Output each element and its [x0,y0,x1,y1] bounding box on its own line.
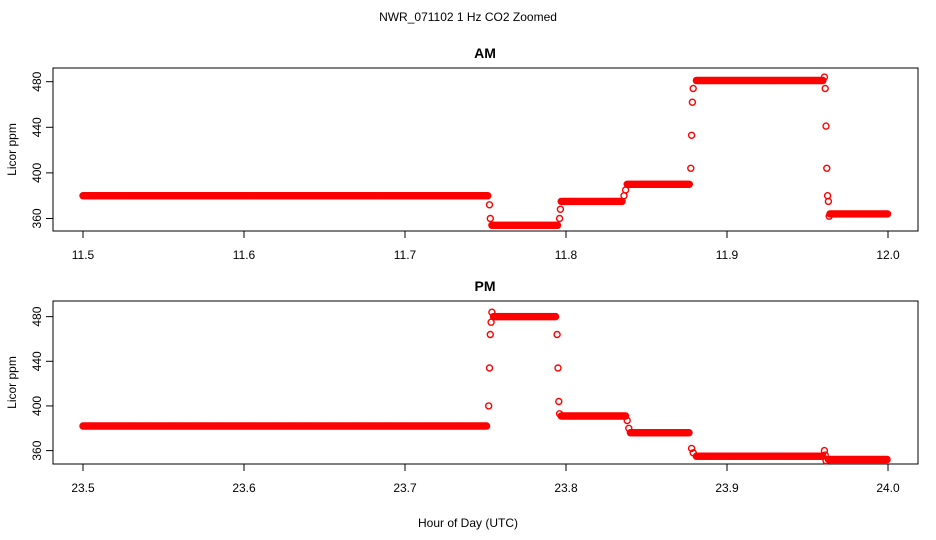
pm-x-tick-label: 23.7 [393,481,417,495]
pm-data-point [687,444,696,453]
am-data-point [687,164,695,173]
pm-data-point [621,412,630,420]
am-x-tick-label: 12.0 [876,248,900,262]
pm-data-point [555,397,563,406]
am-data-point [819,76,827,85]
pm-data-point [482,422,491,430]
pm-data-point [555,410,564,418]
am-x-tick-label: 11.8 [555,248,578,262]
am-data-point [822,122,830,130]
am-x-tick-label: 11.9 [716,248,739,262]
am-panel-title: AM [474,45,496,61]
pm-data-point [685,429,693,437]
pm-x-tick-label: 23.5 [71,481,95,495]
am-panel: AM Licor ppm 11.5 11.6 11.7 11.8 11.9 12.0 36… [5,45,919,262]
pm-data-point [883,455,891,464]
am-data-point [687,131,696,140]
pm-data-points [79,308,891,465]
am-data-point [485,201,494,209]
pm-x-tick-label: 24.0 [876,481,900,495]
am-plot-frame [52,67,919,232]
am-data-point [820,73,829,81]
pm-y-tick-label: 440 [30,351,44,371]
am-data-point [821,84,829,93]
am-data-point [555,214,564,223]
pm-x-tick-label: 23.6 [232,481,256,495]
am-data-point [883,210,892,218]
pm-x-tick-label: 23.8 [554,481,578,495]
pm-data-point [689,449,697,457]
x-axis-label: Hour of Day (UTC) [418,516,518,530]
pm-panel-title: PM [475,278,496,294]
pm-data-point [486,330,494,339]
am-data-point [556,205,565,214]
pm-data-point [485,364,494,372]
pm-data-point [625,424,633,432]
am-x-tick-label: 11.6 [233,248,256,262]
pm-y-axis: 360 400 440 480 [30,306,53,461]
am-data-point [823,164,831,173]
pm-y-tick-label: 400 [30,396,44,416]
am-y-tick-label: 400 [30,163,44,183]
pm-data-point [485,402,493,410]
am-y-tick-label: 480 [30,71,44,91]
am-data-point [553,221,562,230]
am-data-point [621,186,630,194]
am-data-point [824,197,833,206]
pm-y-tick-label: 360 [30,440,44,460]
am-y-tick-label: 440 [30,117,44,137]
pm-data-point [553,330,561,339]
am-x-tick-label: 11.7 [394,248,417,262]
pm-x-axis: 23.5 23.6 23.7 23.8 23.9 24.0 [71,464,900,495]
am-data-point [685,180,693,189]
am-y-axis-label: Licor ppm [5,123,19,176]
pm-data-point [487,318,495,326]
am-data-points [79,73,892,230]
am-y-axis: 360 400 440 480 [30,71,53,228]
am-data-point [689,84,697,93]
pm-data-point [623,416,631,425]
pm-data-point [554,364,562,372]
am-y-tick-label: 360 [30,208,44,228]
am-data-point [484,191,492,200]
pm-data-point [488,308,496,316]
pm-x-tick-label: 23.9 [715,481,739,495]
am-x-tick-label: 11.5 [72,248,95,262]
pm-y-axis-label: Licor ppm [5,356,19,409]
pm-data-point [820,446,829,455]
am-data-point [825,212,833,220]
pm-data-point [551,312,560,321]
am-x-axis: 11.5 11.6 11.7 11.8 11.9 12.0 [72,231,900,262]
pm-y-tick-label: 480 [30,306,44,326]
am-data-point [486,214,494,223]
figure-title: NWR_071102 1 Hz CO2 Zoomed [379,10,557,24]
pm-panel: PM Licor ppm 23.5 23.6 23.7 23.8 23.9 24.0 36… [5,278,919,495]
am-data-point [688,98,697,106]
pm-data-point [822,457,830,465]
pm-plot-frame [52,300,919,465]
